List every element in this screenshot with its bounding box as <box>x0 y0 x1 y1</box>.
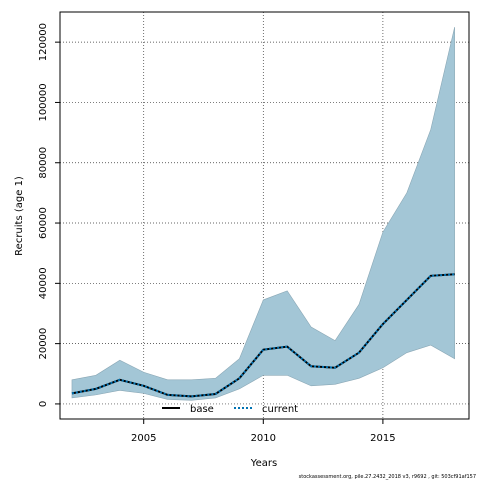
footnote: stockassessment.org, pile.27.2432_2018 v… <box>299 474 476 480</box>
y-axis: 0 20000 40000 60000 80000 100000 120000 <box>38 23 60 407</box>
series-lines <box>71 273 455 398</box>
x-axis: 2005 2010 2015 <box>131 419 396 444</box>
y-tick-label: 0 <box>38 401 49 407</box>
y-tick-label: 40000 <box>38 267 49 299</box>
legend-label-current: current <box>262 404 298 415</box>
confidence-band <box>71 27 455 401</box>
y-tick-label: 120000 <box>38 23 49 61</box>
y-axis-label: Recruits (age 1) <box>14 176 25 256</box>
y-tick-label: 100000 <box>38 83 49 121</box>
y-tick-label: 80000 <box>38 147 49 179</box>
x-tick-label: 2005 <box>131 433 156 444</box>
y-tick-label: 60000 <box>38 207 49 239</box>
series-line-current <box>71 273 455 398</box>
x-axis-label: Years <box>250 458 277 469</box>
x-tick-label: 2015 <box>370 433 395 444</box>
plot-frame <box>59 11 470 420</box>
legend: base current <box>162 404 298 415</box>
confidence-interval <box>71 27 455 401</box>
legend-label-base: base <box>190 404 214 415</box>
x-tick-label: 2010 <box>251 433 276 444</box>
y-tick-label: 20000 <box>38 328 49 360</box>
